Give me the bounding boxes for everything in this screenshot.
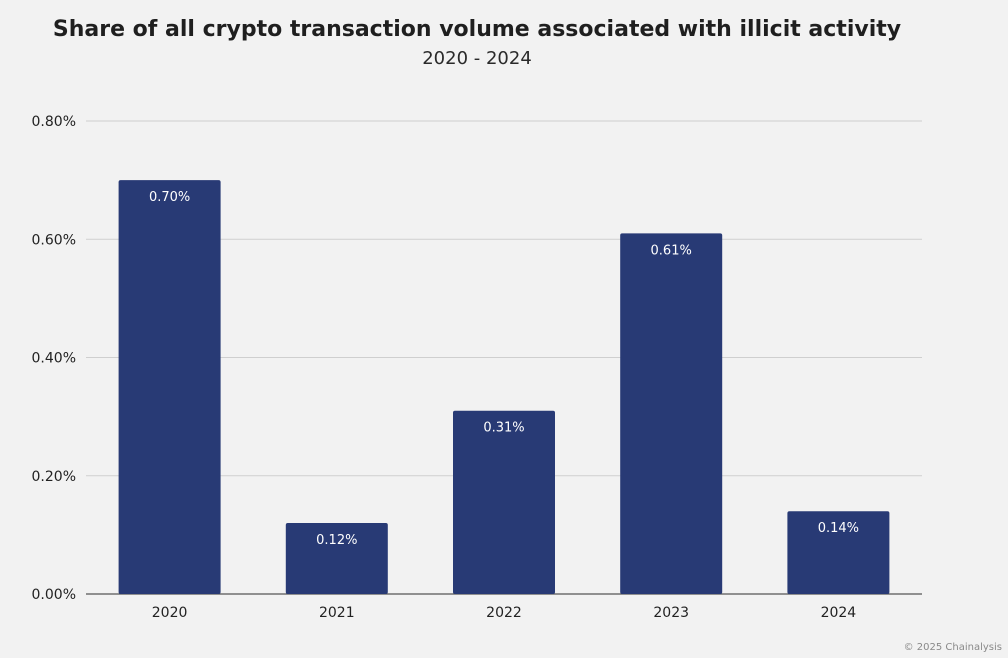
credit-text: © 2025 Chainalysis <box>904 642 1002 653</box>
x-axis: 2020 2021 2022 2023 2024 <box>152 605 857 621</box>
y-tick-label: 0.60% <box>32 232 76 248</box>
y-tick-label: 0.00% <box>32 587 76 603</box>
data-label-2024: 0.14% <box>818 521 859 536</box>
chart-subtitle: 2020 - 2024 <box>422 48 532 69</box>
data-label-2023: 0.61% <box>651 243 692 258</box>
bar-2020 <box>118 180 221 594</box>
bars: 0.70% 0.12% 0.31% 0.61% 0.14% <box>118 180 890 594</box>
data-label-2020: 0.70% <box>149 190 190 205</box>
x-tick-label: 2024 <box>821 605 857 621</box>
bar-2023 <box>620 233 723 594</box>
y-tick-label: 0.80% <box>32 114 76 130</box>
bar-2022 <box>453 410 555 594</box>
x-tick-label: 2023 <box>653 605 689 621</box>
data-label-2022: 0.31% <box>483 421 524 436</box>
bar-2024 <box>787 511 890 594</box>
x-tick-label: 2022 <box>486 605 522 621</box>
data-label-2021: 0.12% <box>316 533 357 548</box>
bar-2021 <box>285 523 388 594</box>
x-tick-label: 2021 <box>319 605 355 621</box>
y-tick-label: 0.20% <box>32 469 76 485</box>
x-tick-label: 2020 <box>152 605 188 621</box>
y-tick-label: 0.40% <box>32 351 76 367</box>
y-axis: 0.00% 0.20% 0.40% 0.60% 0.80% <box>32 114 76 603</box>
chart-title: Share of all crypto transaction volume a… <box>53 17 901 42</box>
